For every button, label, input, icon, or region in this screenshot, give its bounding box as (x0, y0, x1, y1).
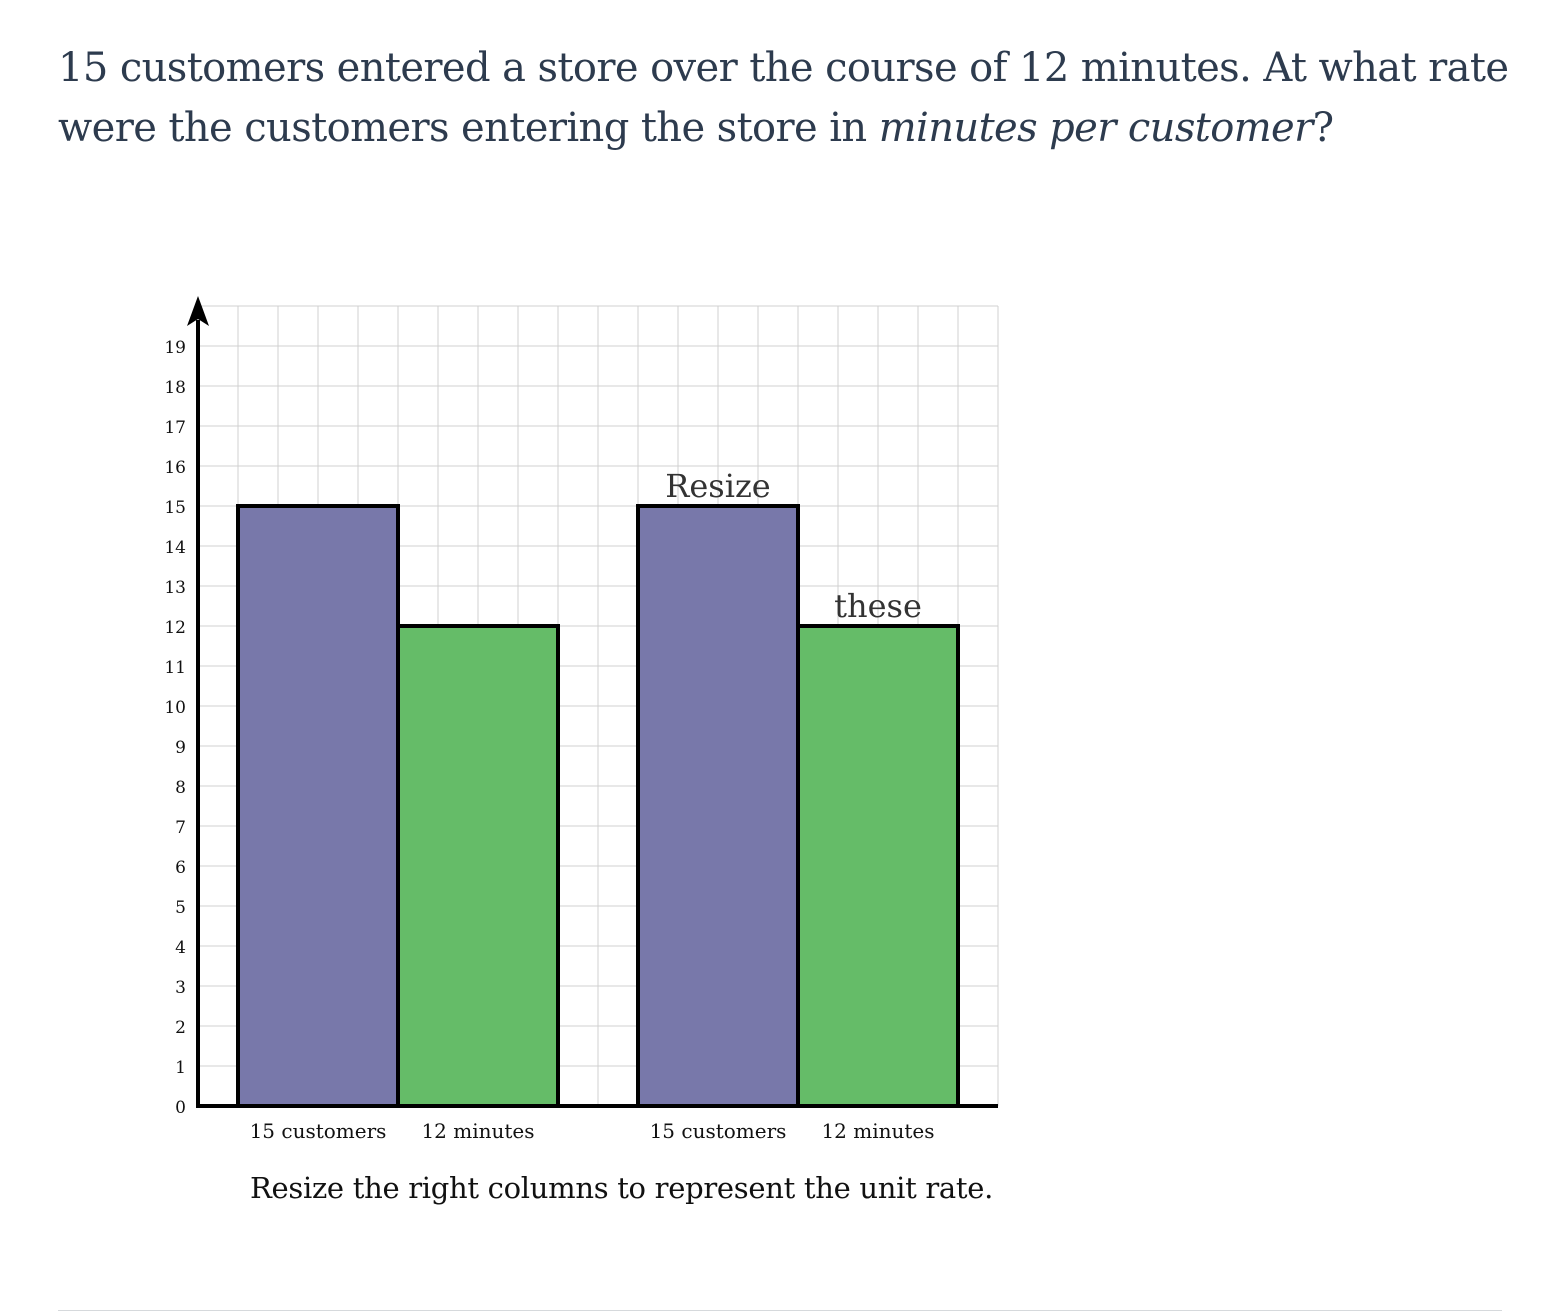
y-tick-label: 17 (164, 418, 186, 438)
y-tick-label: 7 (175, 818, 186, 838)
y-tick-label: 9 (175, 738, 186, 758)
y-tick-label: 8 (175, 778, 186, 798)
bottom-divider (58, 1310, 1502, 1311)
y-tick-label: 6 (175, 858, 186, 878)
y-tick-label: 5 (175, 898, 186, 918)
question-text-emphasis: minutes per customer (878, 105, 1314, 151)
y-tick-label: 3 (175, 978, 186, 998)
chart-instruction: Resize the right columns to represent th… (250, 1171, 994, 1205)
question-text-main: 15 customers entered a store over the co… (58, 45, 1509, 151)
x-tick-label: 12 minutes (821, 1119, 934, 1143)
question-text-end: ? (1312, 105, 1334, 151)
question-text: 15 customers entered a store over the co… (58, 38, 1518, 158)
y-tick-label: 16 (164, 458, 186, 478)
y-tick-label: 19 (164, 338, 186, 358)
x-tick-label: 15 customers (250, 1119, 387, 1143)
reference-bar (396, 624, 560, 1108)
y-tick-label: 2 (175, 1018, 186, 1038)
y-tick-label: 4 (175, 938, 186, 958)
y-tick-label: 1 (175, 1058, 186, 1078)
y-tick-label: 0 (175, 1098, 186, 1118)
y-tick-label: 13 (164, 578, 186, 598)
reference-bar (236, 504, 400, 1108)
y-tick-label: 10 (164, 698, 186, 718)
resizable-bar[interactable] (796, 624, 960, 1108)
y-tick-label: 14 (164, 538, 186, 558)
resizable-bar[interactable] (636, 504, 800, 1108)
y-tick-label: 12 (164, 618, 186, 638)
bar-annotation: Resize (665, 467, 770, 505)
x-tick-label: 12 minutes (421, 1119, 534, 1143)
bar-annotation: these (834, 587, 922, 625)
y-tick-label: 11 (164, 658, 186, 678)
x-tick-label: 15 customers (650, 1119, 787, 1143)
y-tick-label: 15 (164, 498, 186, 518)
y-axis-arrow-icon (187, 296, 209, 326)
y-tick-label: 18 (164, 378, 186, 398)
